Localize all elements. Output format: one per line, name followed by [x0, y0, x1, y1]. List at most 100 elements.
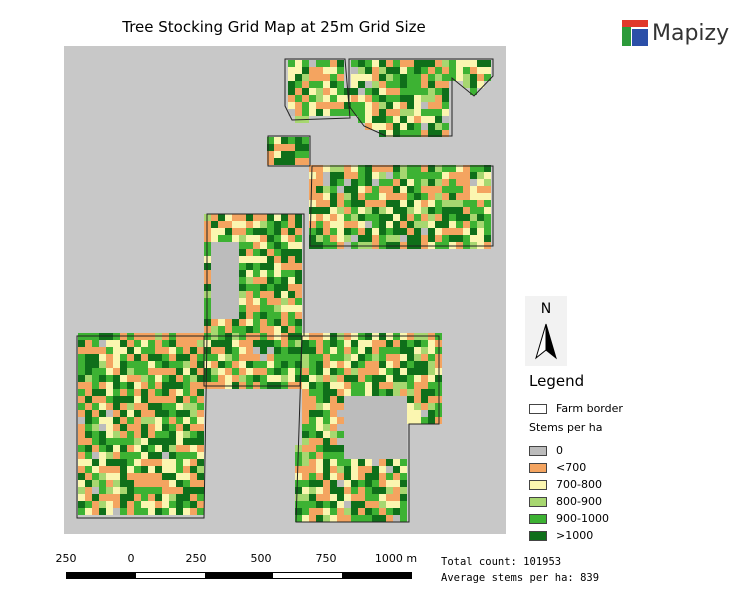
grid-cell	[442, 193, 449, 200]
grid-cell	[260, 375, 267, 382]
grid-cell	[358, 88, 365, 95]
grid-cell	[218, 312, 225, 319]
grid-cell	[302, 368, 309, 375]
grid-cell	[435, 74, 442, 81]
grid-cell	[421, 102, 428, 109]
grid-cell	[106, 354, 113, 361]
grid-cell	[379, 95, 386, 102]
grid-cell	[358, 515, 365, 522]
grid-cell	[316, 431, 323, 438]
grid-cell	[442, 102, 449, 109]
map-canvas[interactable]	[64, 46, 506, 534]
grid-cell	[323, 109, 330, 116]
grid-cell	[372, 116, 379, 123]
grid-cell	[323, 487, 330, 494]
grid-cell	[330, 340, 337, 347]
grid-cell	[253, 221, 260, 228]
grid-cell	[281, 249, 288, 256]
grid-cell	[295, 354, 302, 361]
grid-cell	[295, 221, 302, 228]
grid-cell	[358, 116, 365, 123]
grid-cell	[148, 431, 155, 438]
grid-cell	[379, 389, 386, 396]
grid-cell	[274, 137, 281, 144]
grid-cell	[442, 221, 449, 228]
grid-cell	[344, 382, 351, 389]
grid-cell	[288, 95, 295, 102]
grid-cell	[351, 102, 358, 109]
grid-cell	[456, 214, 463, 221]
grid-cell	[407, 340, 414, 347]
grid-cell	[400, 214, 407, 221]
grid-cell	[456, 165, 463, 172]
grid-cell	[148, 459, 155, 466]
grid-cell	[302, 445, 309, 452]
grid-cell	[120, 480, 127, 487]
grid-cell	[78, 424, 85, 431]
grid-cell	[330, 473, 337, 480]
grid-cell	[295, 515, 302, 522]
grid-cell	[288, 312, 295, 319]
grid-cell	[316, 361, 323, 368]
grid-cell	[246, 270, 253, 277]
grid-cell	[344, 480, 351, 487]
grid-cell	[176, 375, 183, 382]
grid-cell	[183, 375, 190, 382]
grid-cell	[295, 137, 302, 144]
grid-cell	[267, 340, 274, 347]
grid-cell	[302, 347, 309, 354]
grid-cell	[330, 81, 337, 88]
grid-cell	[344, 487, 351, 494]
grid-cell	[323, 480, 330, 487]
grid-cell	[407, 347, 414, 354]
grid-cell	[358, 186, 365, 193]
grid-cell	[372, 473, 379, 480]
grid-cell	[183, 480, 190, 487]
grid-cell	[211, 354, 218, 361]
grid-cell	[295, 151, 302, 158]
grid-cell	[477, 60, 484, 67]
grid-cell	[386, 515, 393, 522]
legend-swatch	[529, 445, 547, 456]
grid-cell	[337, 508, 344, 515]
grid-cell	[337, 382, 344, 389]
grid-cell	[351, 109, 358, 116]
grid-cell	[449, 179, 456, 186]
grid-cell	[141, 452, 148, 459]
grid-cell	[358, 382, 365, 389]
grid-cell	[197, 389, 204, 396]
grid-cell	[295, 60, 302, 67]
grid-cell	[435, 165, 442, 172]
grid-cell	[78, 480, 85, 487]
grid-cell	[169, 361, 176, 368]
grid-cell	[239, 361, 246, 368]
grid-cell	[78, 466, 85, 473]
grid-cell	[400, 228, 407, 235]
grid-cell	[316, 207, 323, 214]
grid-cell	[190, 501, 197, 508]
grid-cell	[330, 389, 337, 396]
grid-cell	[463, 193, 470, 200]
grid-cell	[344, 193, 351, 200]
grid-cell	[281, 375, 288, 382]
grid-cell	[183, 438, 190, 445]
grid-cell	[316, 200, 323, 207]
scale-bar-segment	[67, 573, 136, 578]
grid-cell	[386, 228, 393, 235]
grid-cell	[162, 410, 169, 417]
grid-cell	[344, 424, 351, 431]
grid-cell	[372, 81, 379, 88]
grid-cell	[316, 396, 323, 403]
grid-cell	[407, 235, 414, 242]
grid-cell	[267, 298, 274, 305]
grid-cell	[470, 214, 477, 221]
grid-cell	[148, 494, 155, 501]
grid-cell	[155, 494, 162, 501]
grid-cell	[358, 361, 365, 368]
grid-cell	[323, 165, 330, 172]
grid-cell	[253, 298, 260, 305]
grid-cell	[428, 417, 435, 424]
grid-cell	[337, 466, 344, 473]
grid-cell	[477, 235, 484, 242]
grid-cell	[337, 109, 344, 116]
